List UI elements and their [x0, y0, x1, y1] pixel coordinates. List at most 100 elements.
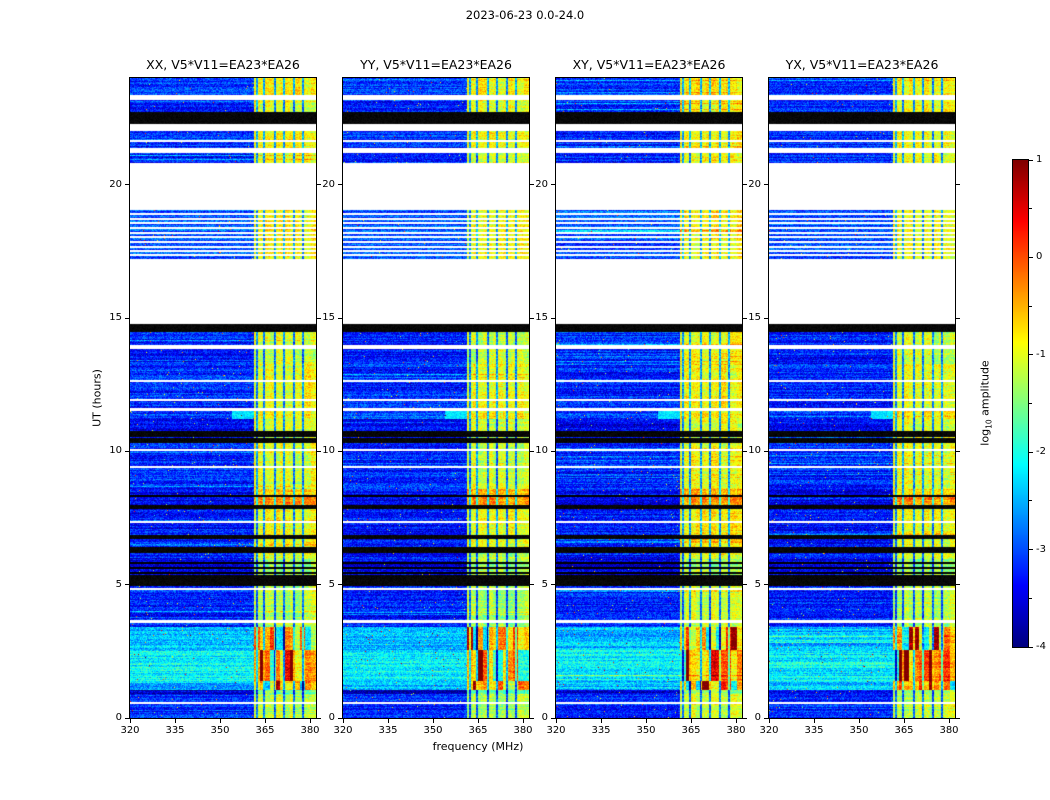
y-tick-label: 15 — [322, 312, 335, 323]
x-tick-mark — [858, 719, 860, 723]
y-tick-label: 15 — [748, 312, 761, 323]
y-tick-label: 15 — [109, 312, 122, 323]
x-tick-mark — [645, 719, 647, 723]
y-tick-mark-right — [530, 717, 534, 719]
spectrogram-canvas-yx — [769, 78, 955, 718]
y-tick-mark — [764, 450, 768, 452]
colorbar-tick-label: -3 — [1036, 543, 1046, 555]
y-tick-mark-right — [317, 717, 321, 719]
y-tick-mark-right — [743, 584, 747, 586]
y-tick-mark — [764, 317, 768, 319]
y-tick-label: 5 — [328, 578, 335, 590]
colorbar-tick-label: -4 — [1036, 641, 1046, 652]
spectrogram-canvas-xy — [556, 78, 742, 718]
colorbar-tick-mark — [1029, 159, 1033, 161]
y-tick-mark — [338, 317, 342, 319]
x-tick-label: 380 — [300, 725, 320, 736]
y-tick-label: 0 — [115, 712, 122, 723]
y-tick-label: 10 — [109, 445, 122, 457]
x-tick-label: 350 — [210, 725, 230, 736]
y-tick-mark-right — [530, 584, 534, 586]
x-tick-mark — [903, 719, 905, 723]
y-tick-mark — [551, 584, 555, 586]
colorbar-tick-label: -2 — [1036, 446, 1046, 458]
y-tick-mark-right — [956, 584, 960, 586]
x-tick-label: 335 — [165, 725, 185, 736]
x-tick-label: 380 — [939, 725, 959, 736]
x-tick-mark — [129, 719, 131, 723]
y-tick-label: 10 — [535, 445, 548, 457]
y-tick-label: 5 — [541, 578, 548, 590]
x-tick-label: 320 — [546, 725, 566, 736]
panel-title-xx: XX, V5*V11=EA23*EA26 — [146, 57, 300, 72]
colorbar-tick-label: 1 — [1036, 154, 1043, 165]
y-axis-label: UT (hours) — [90, 369, 104, 427]
y-tick-mark — [338, 584, 342, 586]
spectrogram-canvas-xx — [130, 78, 316, 718]
y-tick-mark — [551, 450, 555, 452]
x-tick-mark — [477, 719, 479, 723]
colorbar-label-prefix: log — [978, 428, 992, 446]
x-tick-label: 380 — [513, 725, 533, 736]
y-tick-mark-right — [317, 317, 321, 319]
colorbar-label-suffix: amplitude — [978, 360, 992, 420]
spectrogram-panel-yx — [768, 77, 956, 719]
y-tick-mark-right — [743, 184, 747, 186]
colorbar-minor-tick-mark — [1029, 305, 1032, 307]
y-tick-mark — [125, 317, 129, 319]
x-tick-mark — [342, 719, 344, 723]
y-tick-label: 0 — [328, 712, 335, 723]
y-tick-mark-right — [743, 717, 747, 719]
y-tick-label: 0 — [754, 712, 761, 723]
x-tick-label: 365 — [255, 725, 275, 736]
x-tick-mark — [219, 719, 221, 723]
colorbar-minor-tick-mark — [1029, 597, 1032, 599]
figure-title: 2023-06-23 0.0-24.0 — [465, 8, 585, 22]
spectrogram-panel-yy — [342, 77, 530, 719]
x-tick-label: 350 — [636, 725, 656, 736]
colorbar-minor-tick-mark — [1029, 208, 1032, 210]
x-tick-mark — [600, 719, 602, 723]
y-tick-mark-right — [956, 717, 960, 719]
y-tick-label: 20 — [748, 178, 761, 190]
x-tick-mark — [768, 719, 770, 723]
y-tick-label: 10 — [748, 445, 761, 457]
y-tick-label: 5 — [754, 578, 761, 590]
spectrogram-panel-xx — [129, 77, 317, 719]
x-tick-mark — [555, 719, 557, 723]
colorbar-minor-tick-mark — [1029, 403, 1032, 404]
y-tick-mark — [551, 184, 555, 186]
y-tick-label: 15 — [535, 312, 548, 323]
colorbar-label: log10 amplitude — [978, 360, 993, 445]
y-tick-mark-right — [530, 450, 534, 452]
y-tick-mark — [125, 717, 129, 719]
x-tick-label: 320 — [120, 725, 140, 736]
y-tick-mark-right — [317, 450, 321, 452]
y-tick-label: 20 — [535, 178, 548, 190]
panel-title-xy: XY, V5*V11=EA23*EA26 — [572, 57, 726, 72]
y-tick-mark-right — [317, 584, 321, 586]
y-tick-mark-right — [530, 184, 534, 186]
y-tick-label: 10 — [322, 445, 335, 457]
x-tick-label: 365 — [681, 725, 701, 736]
y-tick-mark — [125, 450, 129, 452]
colorbar-tick-label: -1 — [1036, 348, 1046, 360]
colorbar-tick-mark — [1029, 451, 1033, 453]
y-tick-mark — [338, 450, 342, 452]
x-tick-mark — [690, 719, 692, 723]
y-tick-mark — [338, 184, 342, 186]
x-tick-mark — [309, 719, 311, 723]
colorbar-gradient — [1013, 160, 1028, 647]
y-tick-mark — [764, 184, 768, 186]
panel-title-yy: YY, V5*V11=EA23*EA26 — [360, 57, 512, 72]
y-tick-label: 20 — [109, 178, 122, 190]
y-tick-mark-right — [743, 317, 747, 319]
y-tick-mark-right — [743, 450, 747, 452]
x-tick-label: 350 — [849, 725, 869, 736]
x-tick-mark — [174, 719, 176, 723]
x-tick-label: 380 — [726, 725, 746, 736]
x-tick-label: 335 — [591, 725, 611, 736]
colorbar-tick-mark — [1029, 354, 1033, 356]
colorbar — [1012, 159, 1029, 648]
